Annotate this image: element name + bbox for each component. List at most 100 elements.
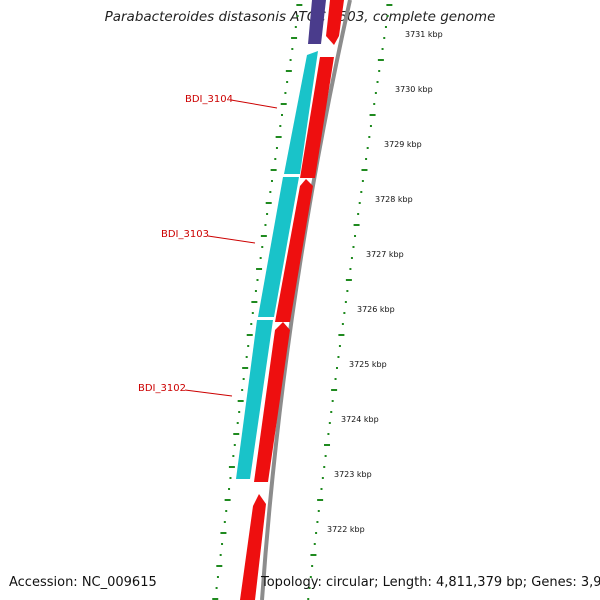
- inner-ring-tick: [378, 70, 381, 72]
- inner-ring-tick: [377, 59, 384, 61]
- inner-ring-tick: [366, 147, 369, 149]
- inner-ring-tick: [360, 191, 363, 193]
- inner-ring-tick: [361, 169, 368, 171]
- outer-ring-tick: [266, 213, 269, 215]
- inner-ring-tick: [373, 103, 376, 105]
- genome-summary-text: Topology: circular; Length: 4,811,379 bp…: [261, 575, 600, 590]
- outer-ring-tick: [275, 136, 282, 138]
- inner-ring-tick: [335, 367, 338, 369]
- kbp-label-3727: 3727 kbp: [366, 250, 404, 259]
- inner-ring-tick: [330, 411, 333, 413]
- inner-ring-tick: [309, 576, 312, 578]
- outer-ring-tick: [256, 279, 259, 281]
- inner-ring-tick: [361, 180, 364, 182]
- gene-red-top: [326, 0, 344, 45]
- outer-ring-tick: [265, 202, 272, 204]
- outer-ring-tick: [251, 301, 258, 303]
- outer-ring-tick: [251, 312, 254, 314]
- outer-ring-tick: [254, 290, 257, 292]
- outer-ring-tick: [236, 422, 239, 424]
- outer-ring-tick: [245, 356, 248, 358]
- outer-ring-tick: [228, 488, 231, 490]
- inner-ring-tick: [307, 598, 310, 600]
- inner-ring-tick: [324, 444, 331, 446]
- outer-ring-tick: [296, 15, 299, 17]
- inner-ring-tick: [344, 301, 347, 303]
- inner-ring-tick: [368, 136, 371, 138]
- outer-ring-tick: [259, 257, 262, 259]
- inner-ring-tick: [358, 202, 361, 204]
- inner-ring-tick: [324, 455, 327, 457]
- outer-tick-ring: [212, 4, 303, 600]
- gene-label-bdi-3102: BDI_3102: [138, 383, 186, 394]
- gene-bdi-3104[interactable]: [284, 51, 318, 174]
- inner-ring-tick: [365, 158, 368, 160]
- outer-ring-tick: [270, 180, 273, 182]
- leader-bdi-3104: [230, 99, 278, 109]
- inner-ring-tick: [327, 433, 330, 435]
- gene-red-1[interactable]: [300, 57, 334, 178]
- inner-ring-tick: [386, 15, 389, 17]
- outer-ring-tick: [247, 345, 250, 347]
- inner-ring-tick: [310, 554, 317, 556]
- outer-ring-tick: [242, 378, 245, 380]
- kbp-label-3722: 3722 kbp: [327, 525, 365, 534]
- gene-red-4[interactable]: [240, 494, 266, 600]
- gene-red-3[interactable]: [254, 322, 290, 482]
- outer-ring-tick: [294, 26, 297, 28]
- map-title: Parabacteroides distasonis ATCC 8503, co…: [104, 9, 496, 25]
- inner-ring-tick: [381, 48, 384, 50]
- gene-red-2[interactable]: [275, 179, 313, 322]
- inner-ring-tick: [352, 246, 355, 248]
- kbp-label-3730: 3730 kbp: [395, 85, 433, 94]
- outer-ring-tick: [291, 48, 294, 50]
- inner-ring-tick: [384, 26, 387, 28]
- inner-ring-tick: [353, 224, 360, 226]
- inner-ring-tick: [343, 312, 346, 314]
- inner-ring-tick: [349, 268, 352, 270]
- outer-ring-tick: [270, 169, 277, 171]
- inner-ring-tick: [321, 477, 324, 479]
- outer-ring-tick: [296, 4, 303, 6]
- gene-bdi-3103[interactable]: [258, 177, 299, 317]
- inner-ring-tick: [316, 521, 319, 523]
- inner-ring-tick: [323, 466, 326, 468]
- outer-ring-tick: [284, 92, 287, 94]
- inner-ring-tick: [315, 532, 318, 534]
- outer-ring-tick: [241, 389, 244, 391]
- outer-ring-tick: [242, 367, 249, 369]
- outer-ring-tick: [264, 224, 267, 226]
- outer-ring-tick: [286, 81, 289, 83]
- outer-ring-tick: [269, 191, 272, 193]
- inner-ring-tick: [331, 389, 338, 391]
- inner-ring-tick: [369, 125, 372, 127]
- outer-ring-tick: [261, 246, 264, 248]
- accession-text: Accession: NC_009615: [9, 575, 157, 590]
- inner-ring-tick: [376, 81, 379, 83]
- kbp-label-3726: 3726 kbp: [357, 305, 395, 314]
- gene-bdi-3102[interactable]: [236, 320, 273, 479]
- leader-bdi-3102: [184, 389, 233, 397]
- gene-label-bdi-3103: BDI_3103: [161, 229, 209, 240]
- inner-ring-tick: [317, 510, 320, 512]
- outer-ring-tick: [215, 587, 218, 589]
- inner-ring-tick: [317, 499, 324, 501]
- outer-ring-tick: [221, 543, 224, 545]
- outer-ring-tick: [233, 433, 240, 435]
- inner-ring-tick: [338, 334, 345, 336]
- outer-ring-tick: [291, 37, 298, 39]
- outer-ring-tick: [212, 598, 219, 600]
- kbp-label-3729: 3729 kbp: [384, 140, 422, 149]
- inner-ring-tick: [334, 378, 337, 380]
- gene-label-bdi-3104: BDI_3104: [185, 94, 233, 105]
- outer-ring-tick: [285, 70, 292, 72]
- leader-bdi-3103: [207, 235, 256, 244]
- inner-ring-tick: [357, 213, 360, 215]
- kbp-label-3728: 3728 kbp: [375, 195, 413, 204]
- kbp-label-3725: 3725 kbp: [349, 360, 387, 369]
- outer-ring-tick: [238, 411, 241, 413]
- inner-ring-tick: [386, 4, 393, 6]
- inner-ring-tick: [337, 356, 340, 358]
- outer-ring-tick: [216, 576, 219, 578]
